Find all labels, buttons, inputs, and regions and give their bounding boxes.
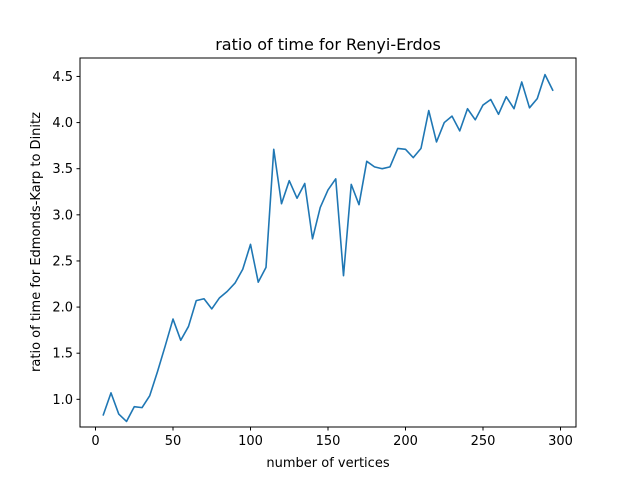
axes-frame <box>79 57 577 428</box>
x-axis-ticks: 0 50 100 150 200 250 300 <box>91 427 573 449</box>
x-tick-label: 200 <box>393 434 418 449</box>
y-tick-label: 2.5 <box>52 254 73 269</box>
plot-area <box>102 73 554 423</box>
x-tick-label: 150 <box>316 434 341 449</box>
series-line-0 <box>102 73 554 423</box>
y-tick-label: 2.0 <box>52 301 73 316</box>
y-axis-label: ratio of time for Edmonds-Karp to Dinitz <box>29 112 44 372</box>
y-tick-label: 3.5 <box>52 162 73 177</box>
y-tick-label: 1.5 <box>52 347 73 362</box>
x-axis-label: number of vertices <box>266 456 389 471</box>
x-tick-label: 300 <box>548 434 573 449</box>
x-tick-label: 250 <box>471 434 496 449</box>
y-tick-label: 4.0 <box>52 116 73 131</box>
y-axis-ticks: 1.0 1.5 2.0 2.5 3.0 3.5 4.0 4.5 <box>52 70 80 408</box>
chart-title: ratio of time for Renyi-Erdos <box>215 35 441 54</box>
y-tick-label: 1.0 <box>52 393 73 408</box>
y-tick-label: 4.5 <box>52 70 73 85</box>
x-tick-label: 100 <box>238 434 263 449</box>
y-tick-label: 3.0 <box>52 208 73 223</box>
x-tick-label: 0 <box>91 434 99 449</box>
x-tick-label: 50 <box>165 434 182 449</box>
